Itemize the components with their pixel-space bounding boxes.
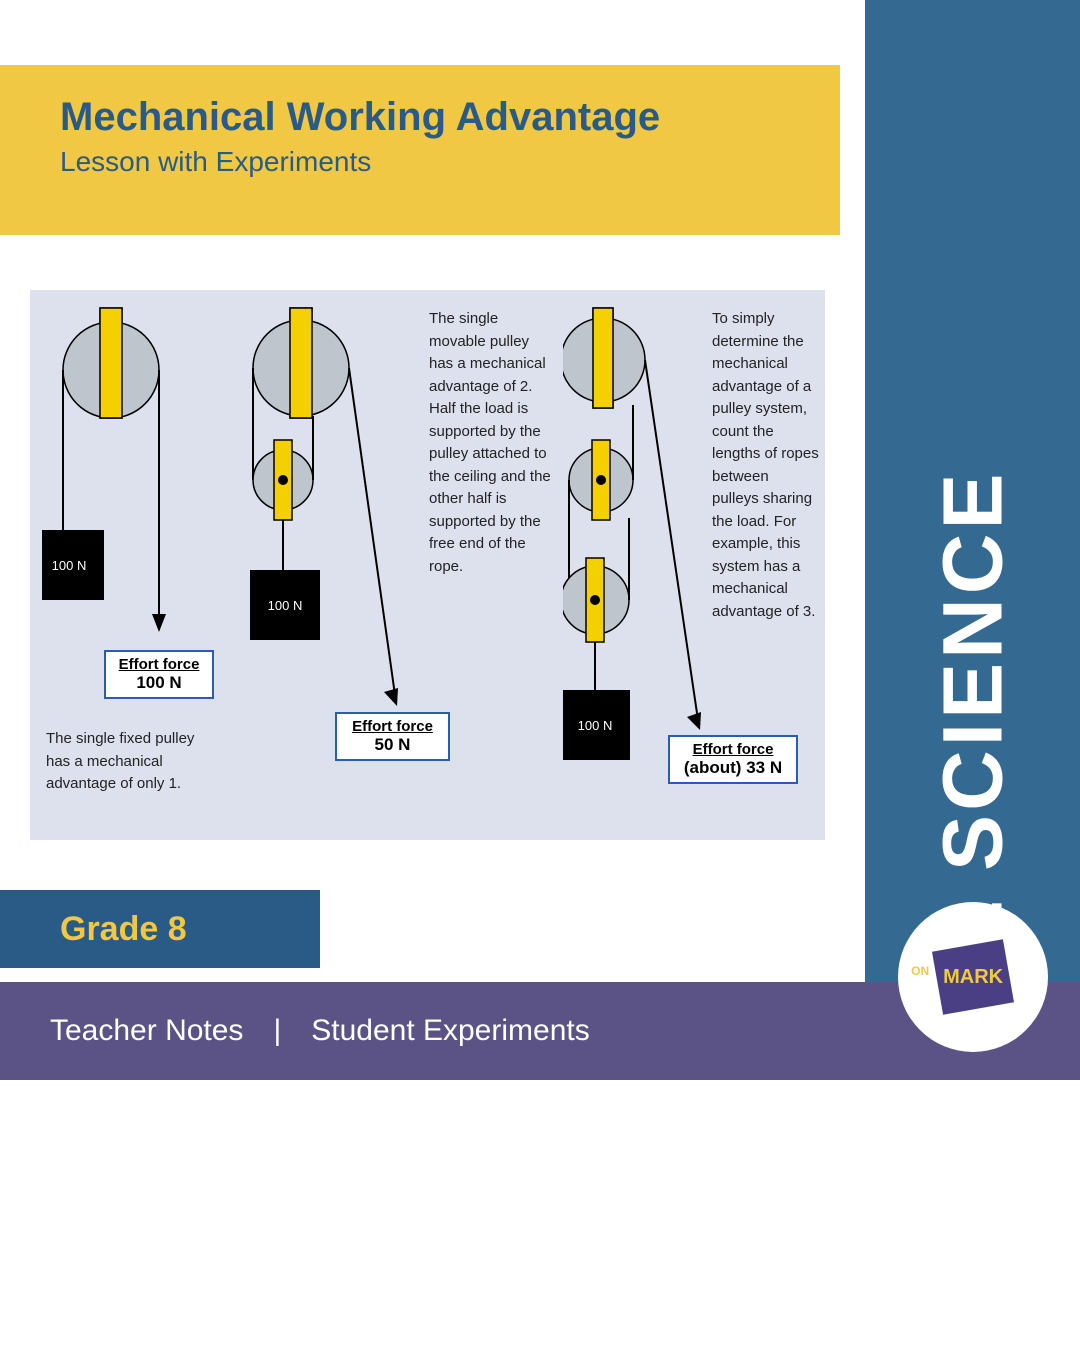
caption-1: The single fixed pulley has a mechanical…: [42, 720, 222, 804]
effort-value-1: 100 N: [114, 673, 204, 693]
grade-badge: Grade 8: [0, 890, 320, 968]
footer-left: Teacher Notes: [50, 1014, 243, 1048]
effort-label: Effort force: [114, 656, 204, 673]
brand-logo: ON MARK: [898, 902, 1048, 1052]
page-subtitle: Lesson with Experiments: [60, 146, 800, 178]
effort-value-3: (about) 33 N: [678, 758, 788, 778]
effort-value-2: 50 N: [345, 735, 440, 755]
logo-badge-icon: ON MARK: [932, 939, 1014, 1015]
subject-sidebar: PHYSICAL SCIENCE: [865, 0, 1080, 1000]
load-1-label: 100 N: [52, 558, 87, 573]
logo-on: ON: [911, 964, 929, 978]
pulley-system-1: 100 N Effort force 100 N The single fixe…: [42, 300, 242, 830]
effort-box-1: Effort force 100 N: [104, 650, 214, 699]
load-3-label: 100 N: [578, 718, 613, 733]
effort-label: Effort force: [345, 718, 440, 735]
header-banner: Mechanical Working Advantage Lesson with…: [0, 65, 840, 235]
load-2-label: 100 N: [268, 598, 303, 613]
diagram-panel: 100 N Effort force 100 N The single fixe…: [30, 290, 825, 840]
effort-label: Effort force: [678, 741, 788, 758]
pulley-system-2: 100 N The single movable pulley has a me…: [250, 300, 555, 830]
effort-box-3: Effort force (about) 33 N: [668, 735, 798, 784]
footer-sep: |: [273, 1014, 281, 1048]
effort-box-2: Effort force 50 N: [335, 712, 450, 761]
grade-label: Grade 8: [60, 910, 187, 949]
pulley-system-3: 100 N To simply determine the mechanical…: [563, 300, 823, 830]
logo-mark: MARK: [943, 966, 1003, 989]
page-title: Mechanical Working Advantage: [60, 95, 800, 140]
footer-right: Student Experiments: [311, 1014, 589, 1048]
